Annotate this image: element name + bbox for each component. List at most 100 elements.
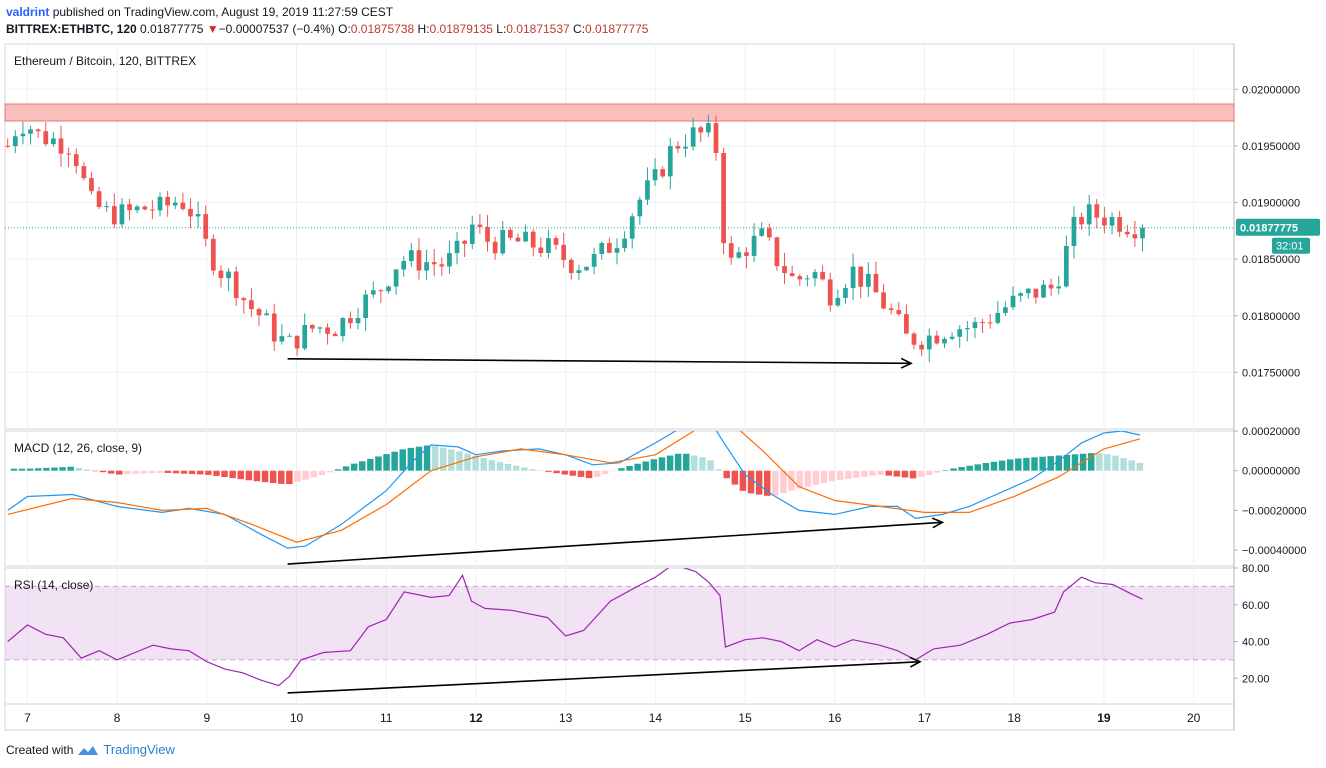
macd-plot: [7, 431, 1144, 549]
candle-body: [1071, 216, 1077, 246]
symbol-label: BITTREX:ETHBTC, 120: [6, 22, 137, 36]
macd-histogram-bar: [504, 463, 512, 471]
time-tick-label: 15: [738, 711, 752, 725]
candle-body: [20, 133, 26, 137]
macd-histogram-bar: [269, 470, 277, 484]
macd-histogram-bar: [1015, 458, 1022, 471]
candle-body: [241, 298, 247, 301]
created-with-label: Created with: [6, 742, 74, 757]
macd-divergence-arrow: [287, 521, 943, 565]
macd-histogram-bar: [294, 470, 301, 482]
macd-histogram-bar: [75, 467, 83, 471]
candle-body: [203, 214, 209, 239]
candle-body: [911, 333, 917, 345]
candle-body: [370, 290, 376, 295]
time-tick-label: 17: [918, 711, 932, 725]
candle-body: [774, 237, 780, 267]
candle-body: [302, 325, 308, 349]
price-tick-label: 0.01800000: [1242, 311, 1300, 323]
candle-body: [972, 322, 978, 329]
macd-histogram-bar: [164, 470, 172, 473]
candle-body: [218, 270, 224, 279]
macd-histogram-bar: [1096, 453, 1103, 471]
macd-histogram-bar: [691, 455, 698, 471]
macd-tick-label: 0.00000000: [1242, 466, 1300, 478]
candle-body: [188, 208, 193, 217]
candle-body: [584, 266, 589, 271]
author-link[interactable]: valdrint: [6, 5, 50, 19]
macd-histogram-bar: [909, 470, 917, 479]
macd-histogram-bar: [391, 451, 398, 471]
candle-body: [1132, 234, 1138, 239]
candle-body: [256, 309, 262, 316]
candle-body: [5, 145, 11, 147]
macd-histogram-bar: [1136, 462, 1144, 471]
candle-body: [485, 226, 490, 242]
macd-histogram-bar: [723, 470, 730, 479]
price-panel-title: Ethereum / Bitcoin, 120, BITTREX: [14, 54, 196, 68]
candle-body: [1010, 295, 1016, 308]
macd-histogram-bar: [861, 470, 868, 477]
macd-histogram-bar: [310, 470, 317, 478]
time-tick-label: 7: [24, 711, 31, 725]
macd-histogram-bar: [715, 469, 722, 471]
macd-histogram-bar: [601, 470, 609, 474]
candle-body: [317, 327, 323, 329]
rsi-divergence-arrow: [287, 660, 921, 694]
macd-histogram-bar: [107, 470, 115, 474]
price-tick-label: 0.02000000: [1242, 84, 1300, 96]
candle-body: [35, 129, 41, 132]
macd-histogram-bar: [666, 455, 674, 471]
macd-histogram-bar: [302, 470, 309, 480]
tradingview-brand-link[interactable]: TradingView: [103, 742, 175, 757]
candle-body: [591, 253, 597, 267]
candle-body: [1025, 288, 1031, 294]
candle-body: [1079, 216, 1084, 225]
publish-info: valdrint published on TradingView.com, A…: [6, 5, 393, 19]
macd-tick-label: 0.00020000: [1242, 426, 1300, 438]
macd-histogram-bar: [990, 461, 998, 471]
price-panel: 0.02000000 0.01950000 0.01900000 0.01850000…: [4, 84, 1320, 379]
open-label: O:: [338, 22, 351, 36]
candle-body: [797, 276, 803, 280]
rsi-line: [7, 568, 1143, 687]
candle-body: [58, 138, 64, 154]
candle-body: [1086, 204, 1092, 225]
candle-body: [1094, 204, 1100, 218]
candle-body: [622, 238, 627, 249]
macd-histogram-bar: [812, 470, 820, 485]
macd-histogram-bar: [820, 470, 828, 484]
macd-histogram-bar: [626, 465, 633, 471]
macd-histogram-bar: [885, 470, 892, 476]
macd-histogram-bar: [35, 468, 42, 471]
tradingview-logo-icon: [78, 745, 99, 755]
change-down-arrow-icon: ▼: [206, 22, 219, 36]
macd-histogram-bar: [642, 461, 649, 471]
candle-body: [469, 224, 475, 244]
candle-body: [150, 209, 155, 211]
candle-body: [477, 224, 483, 227]
macd-histogram-bar: [253, 470, 261, 482]
macd-histogram-bar: [844, 470, 852, 479]
macd-divergence-arrow-head: [931, 517, 945, 529]
candle-body: [1140, 227, 1145, 239]
candle-body: [766, 228, 772, 238]
candle-body: [683, 146, 688, 149]
candle-body: [1003, 307, 1008, 313]
candle-body: [546, 238, 551, 254]
time-tick-label: 14: [649, 711, 663, 725]
macd-histogram-bar: [440, 447, 447, 471]
macd-histogram-bar: [496, 462, 504, 471]
macd-histogram-bar: [982, 462, 990, 471]
candle-body: [507, 229, 513, 238]
candle-body: [492, 241, 498, 254]
macd-histogram-bar: [83, 469, 91, 471]
macd-histogram-bar: [229, 470, 236, 479]
macd-histogram-bar: [415, 446, 423, 471]
price-tick-label: 0.01750000: [1242, 367, 1300, 379]
price-tick-label: 0.01950000: [1242, 141, 1300, 153]
time-tick-label: 19: [1097, 711, 1111, 725]
macd-histogram-bar: [278, 470, 285, 484]
rsi-panel: 80.00 60.00 40.00 20.00: [5, 563, 1270, 694]
